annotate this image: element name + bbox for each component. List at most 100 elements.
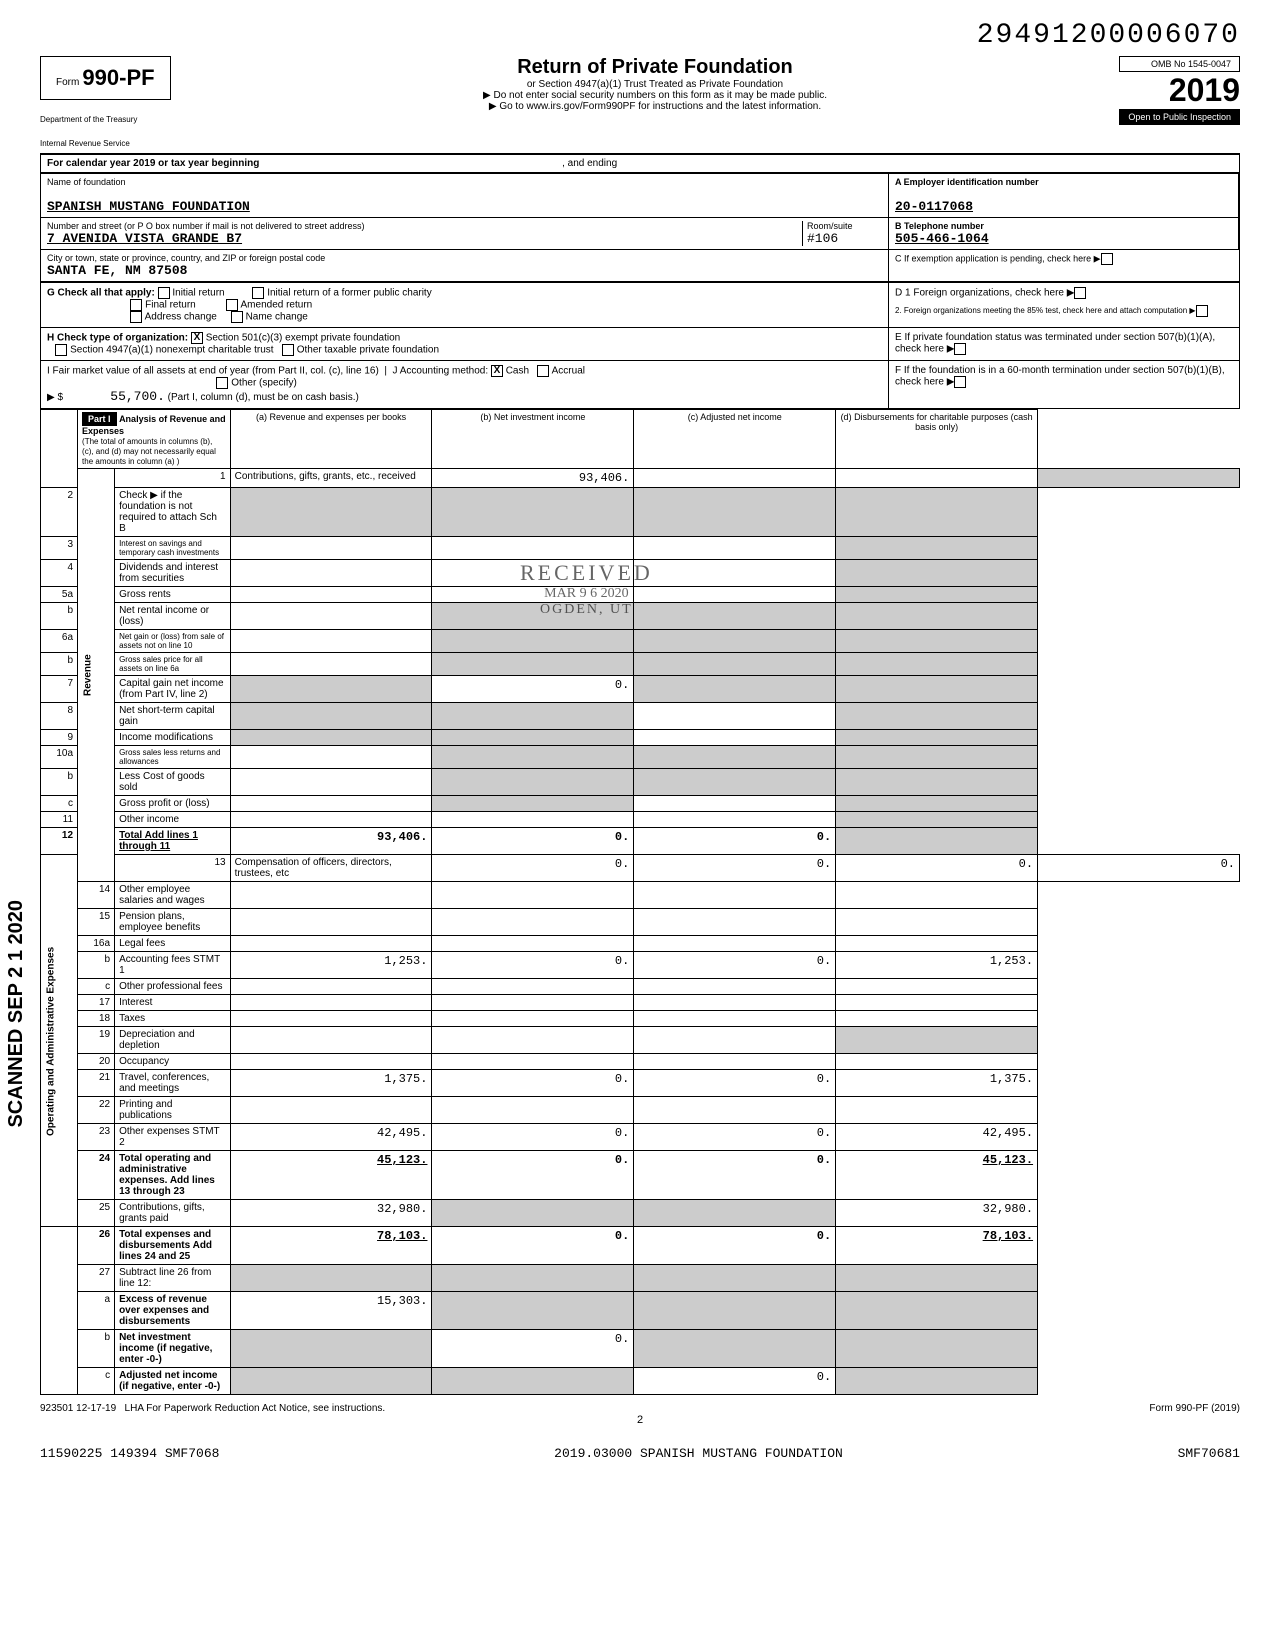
room-label: Room/suite xyxy=(807,221,882,231)
received-stamp: RECEIVED MAR 9 6 2020 OGDEN, UT xyxy=(520,560,653,618)
check-row-g: G Check all that apply: Initial return I… xyxy=(40,283,1240,328)
table-row: 8Net short-term capital gain xyxy=(41,703,1240,730)
checkbox-4947[interactable] xyxy=(55,344,67,356)
section-c: C If exemption application is pending, c… xyxy=(895,253,1233,265)
table-row: 25Contributions, gifts, grants paid 32,9… xyxy=(41,1200,1240,1227)
col-d-header: (d) Disbursements for charitable purpose… xyxy=(836,410,1038,469)
cash-basis-note: (Part I, column (d), must be on cash bas… xyxy=(168,392,359,403)
check-g-label: G Check all that apply: xyxy=(47,288,155,299)
subtitle-3: ▶ Go to www.irs.gov/Form990PF for instru… xyxy=(191,101,1120,112)
part1-note: (The total of amounts in columns (b), (c… xyxy=(82,437,216,466)
title-section: Return of Private Foundation or Section … xyxy=(191,56,1120,148)
form-header: Form 990-PF Department of the Treasury I… xyxy=(40,56,1240,155)
table-row: 27Subtract line 26 from line 12: xyxy=(41,1265,1240,1292)
tax-year: 2019 xyxy=(1119,72,1240,109)
check-row-ij: I Fair market value of all assets at end… xyxy=(40,361,1240,409)
section-e: E If private foundation status was termi… xyxy=(895,332,1233,355)
col-c-header: (c) Adjusted net income xyxy=(634,410,836,469)
main-title: Return of Private Foundation xyxy=(191,56,1120,79)
part1-table: Part I Analysis of Revenue and Expenses … xyxy=(40,409,1240,1395)
room: #106 xyxy=(807,231,882,246)
table-row: 14Other employee salaries and wages xyxy=(41,882,1240,909)
checkbox-initial-former[interactable] xyxy=(252,287,264,299)
checkbox-c[interactable] xyxy=(1101,253,1113,265)
checkbox-name-change[interactable] xyxy=(231,311,243,323)
table-row: Revenue 1Contributions, gifts, grants, e… xyxy=(41,469,1240,488)
subtitle-1: or Section 4947(a)(1) Trust Treated as P… xyxy=(191,79,1120,90)
phone-value: 505-466-1064 xyxy=(895,231,1232,246)
name-label: Name of foundation xyxy=(47,177,882,187)
checkbox-d2[interactable] xyxy=(1196,305,1208,317)
table-row: 7Capital gain net income (from Part IV, … xyxy=(41,676,1240,703)
table-row: 2Check ▶ if the foundation is not requir… xyxy=(41,488,1240,537)
checkbox-e[interactable] xyxy=(954,343,966,355)
year-box: OMB No 1545-0047 2019 Open to Public Ins… xyxy=(1119,56,1240,148)
table-row: aExcess of revenue over expenses and dis… xyxy=(41,1292,1240,1330)
section-d2: 2. Foreign organizations meeting the 85%… xyxy=(895,305,1233,317)
dept-irs: Internal Revenue Service xyxy=(40,139,191,148)
footer-lha: LHA For Paperwork Reduction Act Notice, … xyxy=(125,1403,386,1414)
table-row: bNet investment income (if negative, ent… xyxy=(41,1330,1240,1368)
checkbox-accrual[interactable] xyxy=(537,365,549,377)
checkbox-final[interactable] xyxy=(130,299,142,311)
check-j-label: J Accounting method: xyxy=(393,366,489,377)
table-row: bAccounting fees STMT 1 1,253.0.0.1,253. xyxy=(41,952,1240,979)
table-row: 18Taxes xyxy=(41,1011,1240,1027)
table-row: 15Pension plans, employee benefits xyxy=(41,909,1240,936)
footer-bottom-left: 11590225 149394 SMF7068 xyxy=(40,1446,219,1461)
footer-form-ref: Form 990-PF (2019) xyxy=(1149,1403,1240,1414)
table-row: 12Total Add lines 1 through 11 93,406.0.… xyxy=(41,828,1240,855)
subtitle-2: ▶ Do not enter social security numbers o… xyxy=(191,90,1120,101)
table-row: 11Other income xyxy=(41,812,1240,828)
table-row: 9Income modifications xyxy=(41,730,1240,746)
table-row: 21Travel, conferences, and meetings 1,37… xyxy=(41,1070,1240,1097)
check-i-label: I Fair market value of all assets at end… xyxy=(47,366,379,377)
public-inspection: Open to Public Inspection xyxy=(1119,109,1240,125)
footer-bottom-mid: 2019.03000 SPANISH MUSTANG FOUNDATION xyxy=(554,1446,843,1461)
checkbox-other-tax[interactable] xyxy=(282,344,294,356)
footer-bottom-right: SMF70681 xyxy=(1178,1446,1240,1461)
checkbox-cash[interactable]: X xyxy=(491,365,503,377)
table-row: 26Total expenses and disbursements Add l… xyxy=(41,1227,1240,1265)
address: 7 AVENIDA VISTA GRANDE B7 xyxy=(47,231,802,246)
checkbox-f[interactable] xyxy=(954,376,966,388)
city: SANTA FE, NM 87508 xyxy=(47,263,882,278)
check-h-label: H Check type of organization: xyxy=(47,333,188,344)
checkbox-addr-change[interactable] xyxy=(130,311,142,323)
form-box: Form 990-PF Department of the Treasury I… xyxy=(40,56,191,148)
table-row: 19Depreciation and depletion xyxy=(41,1027,1240,1054)
table-row: 20Occupancy xyxy=(41,1054,1240,1070)
part1-header: Part I xyxy=(82,412,117,426)
table-row: bGross sales price for all assets on lin… xyxy=(41,653,1240,676)
ein-label: A Employer identification number xyxy=(895,177,1232,187)
page-number: 2 xyxy=(40,1414,1240,1426)
checkbox-other-method[interactable] xyxy=(216,377,228,389)
dept-treasury: Department of the Treasury xyxy=(40,115,191,124)
ein-value: 20-0117068 xyxy=(895,199,1232,214)
city-label: City or town, state or province, country… xyxy=(47,253,882,263)
table-row: 17Interest xyxy=(41,995,1240,1011)
table-row: 24Total operating and administrative exp… xyxy=(41,1151,1240,1200)
footer-bottom: 11590225 149394 SMF7068 2019.03000 SPANI… xyxy=(40,1446,1240,1461)
table-row: Operating and Administrative Expenses 13… xyxy=(41,855,1240,882)
section-d1: D 1 Foreign organizations, check here ▶ xyxy=(895,287,1233,299)
col-b-header: (b) Net investment income xyxy=(432,410,634,469)
expenses-label: Operating and Administrative Expenses xyxy=(41,855,78,1227)
checkbox-initial[interactable] xyxy=(158,287,170,299)
table-row: 23Other expenses STMT 2 42,495.0.0.42,49… xyxy=(41,1124,1240,1151)
table-row: 6aNet gain or (loss) from sale of assets… xyxy=(41,630,1240,653)
table-row: cGross profit or (loss) xyxy=(41,796,1240,812)
table-row: cOther professional fees xyxy=(41,979,1240,995)
form-prefix: Form xyxy=(56,77,79,88)
footer-code: 923501 12-17-19 xyxy=(40,1403,116,1414)
table-row: 10aGross sales less returns and allowanc… xyxy=(41,746,1240,769)
omb-number: OMB No 1545-0047 xyxy=(1119,56,1240,72)
footer-row: 923501 12-17-19 LHA For Paperwork Reduct… xyxy=(40,1403,1240,1414)
calendar-year-line: For calendar year 2019 or tax year begin… xyxy=(40,155,1240,173)
fmv-value: 55,700. xyxy=(110,389,165,404)
table-row: 16aLegal fees xyxy=(41,936,1240,952)
revenue-label: Revenue xyxy=(78,469,115,882)
checkbox-501c3[interactable]: X xyxy=(191,332,203,344)
checkbox-amended[interactable] xyxy=(226,299,238,311)
checkbox-d1[interactable] xyxy=(1074,287,1086,299)
